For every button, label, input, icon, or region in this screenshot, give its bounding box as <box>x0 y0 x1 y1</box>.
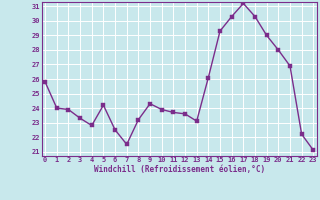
X-axis label: Windchill (Refroidissement éolien,°C): Windchill (Refroidissement éolien,°C) <box>94 165 265 174</box>
